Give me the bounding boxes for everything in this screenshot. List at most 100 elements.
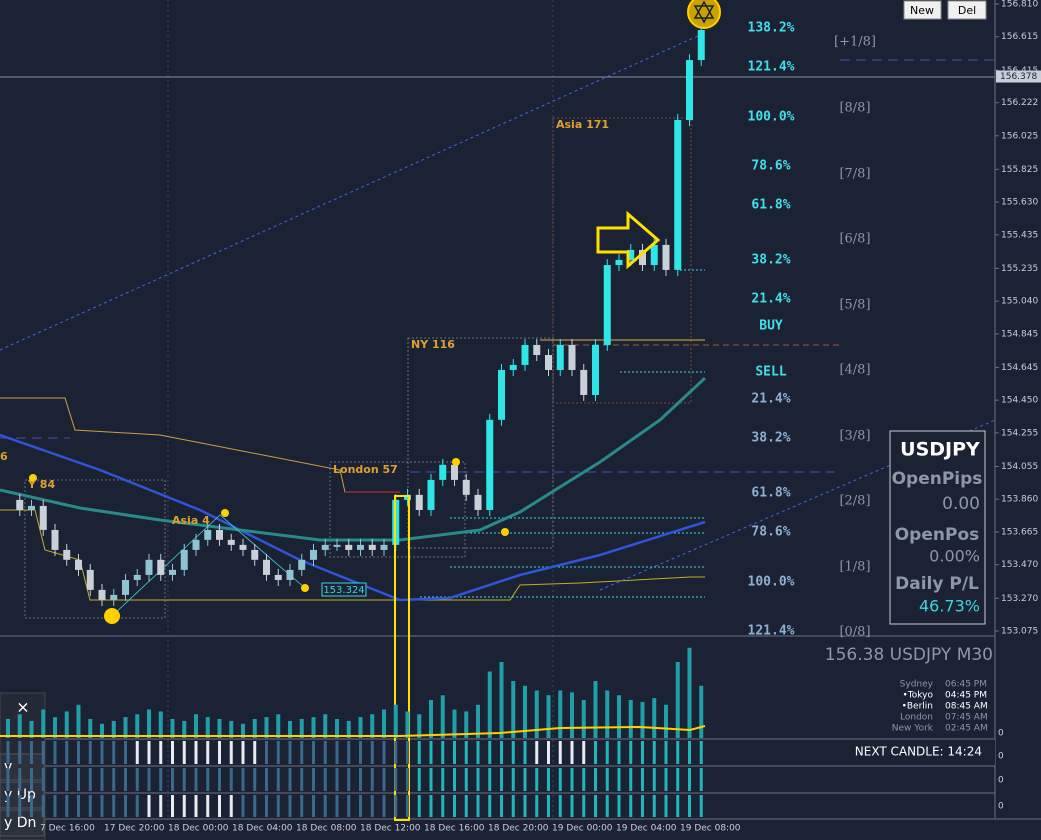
- indicator-bar: [535, 795, 539, 817]
- side-item[interactable]: [0, 809, 45, 837]
- indicator-bar: [511, 795, 515, 817]
- time-label: 17 Dec 20:00: [104, 824, 165, 834]
- volume-bar: [6, 719, 10, 738]
- time-label: 19 Dec 04:00: [616, 824, 677, 834]
- price-tick-label: 153.860: [1001, 495, 1038, 505]
- volume-bar: [640, 701, 645, 738]
- indicator-bar: [100, 741, 104, 764]
- volume-bar: [593, 681, 598, 738]
- indicator-bar: [124, 741, 127, 764]
- close-button[interactable]: ×: [16, 698, 29, 717]
- indicator-bar: [676, 795, 680, 817]
- indicator-bar: [159, 741, 163, 764]
- indicator-bar: [629, 741, 633, 764]
- indicator-bar: [194, 768, 198, 791]
- volume-bar: [311, 717, 316, 738]
- clock-city: Sydney: [900, 680, 934, 690]
- volume-bar: [405, 711, 410, 738]
- candle-body: [462, 479, 470, 495]
- fib-label: 78.6%: [751, 525, 790, 540]
- price-tick-label: 156.615: [1001, 32, 1038, 42]
- band: [0, 509, 705, 601]
- pane-zero-label: 0: [998, 729, 1004, 739]
- side-item-label[interactable]: v: [4, 759, 12, 775]
- volume-bar: [88, 719, 93, 738]
- indicator-bar: [41, 741, 45, 764]
- indicator-bar: [335, 741, 339, 764]
- volume-bar: [299, 719, 304, 738]
- indicator-bar: [112, 741, 116, 764]
- indicator-bar: [182, 768, 186, 791]
- indicator-bar: [288, 795, 292, 817]
- indicator-bar: [241, 795, 245, 817]
- volume-bar: [100, 723, 104, 738]
- indicator-bar: [441, 768, 445, 791]
- candle-body: [28, 505, 35, 510]
- volume-bar: [229, 720, 234, 738]
- volume-bar: [170, 719, 175, 738]
- indicator-bar: [429, 768, 433, 791]
- indicator-bar: [652, 741, 656, 764]
- candle-body: [627, 249, 635, 261]
- indicator-bar: [500, 741, 503, 764]
- price-tick-label: 154.255: [1001, 428, 1038, 438]
- murrey-label: [8/8]: [839, 101, 870, 116]
- indicator-bar: [265, 768, 268, 791]
- symbol-header: 156.38 USDJPY M30: [825, 645, 993, 665]
- volume-bar: [464, 711, 469, 738]
- price-tick-label: 156.810: [1001, 0, 1038, 10]
- indicator-bar: [511, 741, 515, 764]
- volume-bar: [194, 714, 198, 738]
- volume-bar: [370, 714, 375, 738]
- volume-bar: [252, 719, 257, 738]
- indicator-bar: [347, 795, 351, 817]
- volume-bar: [205, 717, 210, 738]
- indicator-bar: [41, 768, 45, 791]
- indicator-bar: [429, 741, 433, 764]
- moving-average: [0, 376, 707, 542]
- indicator-bar: [406, 741, 409, 764]
- murrey-label: [2/8]: [839, 494, 870, 509]
- candle-body: [145, 559, 153, 575]
- fib-label: 21.4%: [751, 292, 790, 307]
- del-button[interactable]: [947, 0, 987, 20]
- indicator-bar: [112, 795, 116, 817]
- indicator-bar: [453, 768, 456, 791]
- candle-body: [110, 594, 118, 600]
- time-label: 18 Dec 00:00: [168, 824, 229, 834]
- candle-body: [427, 479, 435, 510]
- indicator-bar: [147, 741, 151, 764]
- indicator-bar: [605, 795, 609, 817]
- time-label: 19 Dec 00:00: [552, 824, 613, 834]
- new-button-label[interactable]: New: [910, 4, 934, 17]
- candle-body: [474, 494, 482, 510]
- candle-body: [298, 559, 306, 570]
- indicator-bar: [652, 768, 656, 791]
- candle-body: [650, 244, 658, 266]
- candle-body: [333, 544, 341, 547]
- del-button-label[interactable]: Del: [958, 4, 976, 17]
- time-label: 18 Dec 04:00: [232, 824, 293, 834]
- indicator-bar: [464, 741, 468, 764]
- low-label: 153.324: [323, 585, 364, 596]
- fib-label: 78.6%: [751, 159, 790, 174]
- swing-dot: [104, 608, 120, 624]
- indicator-bar: [300, 741, 304, 764]
- price-tick-label: 155.825: [1001, 165, 1038, 175]
- indicator-bar: [382, 741, 386, 764]
- indicator-bar: [676, 768, 680, 791]
- indicator-bar: [124, 795, 127, 817]
- indicator-bar: [65, 795, 69, 817]
- indicator-bar: [323, 768, 327, 791]
- new-button[interactable]: [903, 0, 942, 20]
- side-item-label[interactable]: y Dn: [4, 815, 36, 831]
- indicator-bar: [194, 795, 198, 817]
- grid: [0, 0, 995, 818]
- indicator-bar: [30, 795, 33, 817]
- candle-body: [662, 244, 670, 270]
- indicator-bar: [206, 795, 210, 817]
- indicator-bar: [300, 768, 304, 791]
- indicator-bar: [664, 768, 668, 791]
- price-tick-label: 155.435: [1001, 230, 1038, 240]
- indicator-bar: [523, 795, 527, 817]
